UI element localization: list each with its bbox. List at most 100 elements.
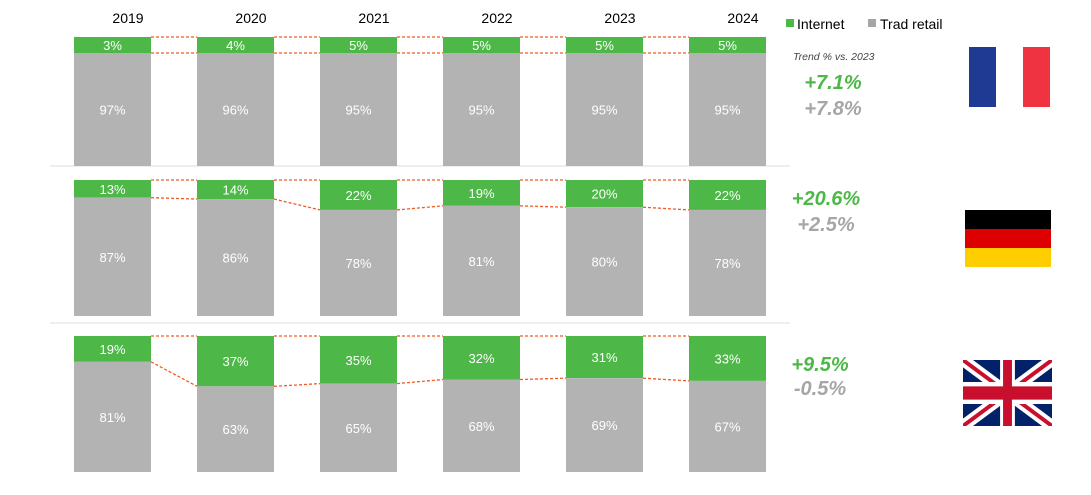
data-label-internet: 19%: [99, 342, 125, 357]
bar-trad-retail: [197, 199, 274, 316]
data-label-trad-retail: 81%: [99, 410, 125, 425]
data-label-trad-retail: 78%: [345, 256, 371, 271]
bar-internet: [320, 37, 397, 53]
connector-line-share: [396, 205, 444, 211]
data-label-internet: 22%: [714, 188, 740, 203]
year-axis: 2019 2020 2021 2022 2023 2024: [112, 10, 758, 26]
bar-trad-retail: [74, 197, 151, 316]
bar-internet: [566, 180, 643, 208]
data-label-internet: 20%: [591, 187, 617, 202]
data-label-internet: 31%: [591, 350, 617, 365]
bar-internet: [74, 336, 151, 362]
bar-internet: [689, 37, 766, 53]
trend-internet-germany: +20.6%: [792, 188, 861, 210]
france-flag: [969, 47, 1050, 107]
data-label-trad-retail: 63%: [222, 422, 248, 437]
year-label: 2022: [481, 10, 512, 26]
bar-internet: [689, 336, 766, 381]
bar-trad-retail: [566, 207, 643, 316]
bar-internet: [197, 37, 274, 53]
germany-flag: [965, 210, 1051, 267]
connector-line-share: [273, 198, 321, 211]
bar-internet: [443, 336, 520, 380]
data-label-trad-retail: 68%: [468, 419, 494, 434]
bar-internet: [689, 180, 766, 210]
bar-internet: [320, 180, 397, 210]
data-label-trad-retail: 86%: [222, 251, 248, 266]
trend-trad-uk: -0.5%: [794, 378, 846, 400]
connector-line-share: [519, 205, 567, 208]
trend-trad-germany: +2.5%: [797, 214, 854, 236]
bar-trad-retail: [443, 205, 520, 316]
data-label-internet: 5%: [718, 38, 737, 53]
connector-line-share: [642, 206, 690, 211]
data-label-internet: 3%: [103, 38, 122, 53]
bar-internet: [443, 37, 520, 53]
data-label-trad-retail: 96%: [222, 103, 248, 118]
data-label-internet: 35%: [345, 353, 371, 368]
data-label-trad-retail: 95%: [345, 103, 371, 118]
year-label: 2021: [358, 10, 389, 26]
data-label-trad-retail: 65%: [345, 421, 371, 436]
data-label-trad-retail: 95%: [591, 103, 617, 118]
data-label-internet: 5%: [349, 38, 368, 53]
data-label-internet: 5%: [595, 38, 614, 53]
legend-label-internet: Internet: [797, 16, 845, 32]
bar-trad-retail: [689, 380, 766, 472]
legend-label-trad-retail: Trad retail: [880, 16, 943, 32]
bar-internet: [197, 336, 274, 387]
connector-line-share: [396, 378, 444, 385]
trend-internet-france: +7.1%: [804, 72, 861, 94]
trend-values: +7.1% +7.8% +20.6% +2.5% +9.5% -0.5%: [791, 72, 861, 400]
bar-internet: [74, 180, 151, 198]
data-label-trad-retail: 81%: [468, 254, 494, 269]
bar-trad-retail: [320, 209, 397, 316]
uk-flag: [963, 360, 1052, 426]
bar-trad-retail: [689, 209, 766, 316]
bar-trad-retail: [197, 386, 274, 472]
bar-trad-retail: [443, 379, 520, 472]
bar-internet: [320, 336, 397, 384]
data-label-internet: 4%: [226, 38, 245, 53]
bar-trad-retail: [566, 378, 643, 472]
bar-internet: [443, 180, 520, 206]
data-label-internet: 14%: [222, 183, 248, 198]
connector-line-share: [150, 361, 198, 387]
bar-internet: [197, 180, 274, 200]
data-label-trad-retail: 80%: [591, 255, 617, 270]
bar-trad-retail: [689, 53, 766, 166]
data-label-trad-retail: 95%: [714, 103, 740, 118]
legend: Internet Trad retail: [786, 16, 943, 32]
year-label: 2024: [727, 10, 758, 26]
data-label-trad-retail: 78%: [714, 256, 740, 271]
data-label-internet: 37%: [222, 354, 248, 369]
year-label: 2023: [604, 10, 635, 26]
data-label-internet: 32%: [468, 351, 494, 366]
bar-internet: [74, 37, 151, 53]
bar-trad-retail: [74, 53, 151, 166]
data-label-internet: 13%: [99, 182, 125, 197]
legend-swatch-internet: [786, 19, 794, 27]
trend-internet-uk: +9.5%: [791, 354, 848, 376]
bar-trad-retail: [320, 383, 397, 472]
trend-trad-france: +7.8%: [804, 98, 861, 120]
data-label-internet: 22%: [345, 188, 371, 203]
bar-trad-retail: [443, 53, 520, 166]
bar-internet: [566, 37, 643, 53]
bar-trad-retail: [197, 53, 274, 166]
data-label-trad-retail: 87%: [99, 250, 125, 265]
connector-line-share: [273, 382, 321, 387]
trend-caption: Trend % vs. 2023: [793, 51, 875, 63]
data-label-trad-retail: 97%: [99, 103, 125, 118]
data-label-internet: 19%: [468, 186, 494, 201]
data-label-trad-retail: 95%: [468, 103, 494, 118]
connector-line-share: [519, 377, 567, 381]
legend-swatch-trad-retail: [868, 19, 876, 27]
year-label: 2019: [112, 10, 143, 26]
bar-trad-retail: [320, 53, 397, 166]
connector-line-share: [150, 197, 198, 200]
data-label-trad-retail: 67%: [714, 419, 740, 434]
data-label-internet: 5%: [472, 38, 491, 53]
bar-trad-retail: [74, 361, 151, 472]
